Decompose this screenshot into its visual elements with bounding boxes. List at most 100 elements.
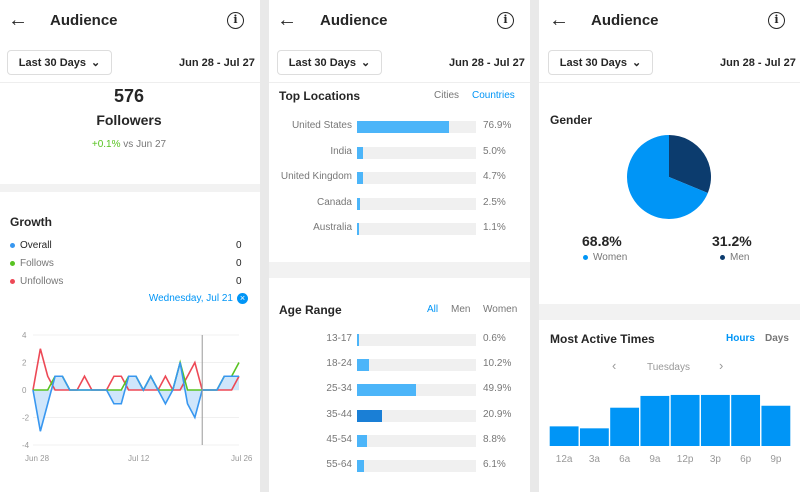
divider: [0, 82, 260, 83]
row-pct: 5.0%: [483, 145, 506, 157]
bar-fill: [357, 409, 382, 422]
bar-9a: [640, 395, 670, 446]
chevron-down-icon: ⌄: [361, 57, 371, 69]
women-label: Women: [593, 252, 628, 263]
date-range: Jun 28 - Jul 27: [720, 57, 796, 69]
x-tick-label: 9a: [649, 454, 661, 465]
tab-cities[interactable]: Cities: [434, 90, 460, 101]
row-label: United Kingdom: [280, 171, 352, 182]
row-pct: 76.9%: [483, 120, 512, 131]
legend-unfollows: Unfollows: [10, 276, 63, 287]
x-tick-label: 6a: [619, 454, 631, 465]
selected-date[interactable]: Wednesday, Jul 21 ×: [149, 293, 248, 304]
row-label: 55-64: [326, 459, 352, 470]
page-title: Audience: [320, 12, 388, 29]
bar-track: [357, 409, 476, 422]
x-tick-label: Jul 26: [231, 454, 253, 463]
screen-gender-active: ← Audience i Last 30 Days ⌄ Jun 28 - Jul …: [539, 0, 800, 492]
date-range-dropdown[interactable]: Last 30 Days ⌄: [7, 50, 112, 75]
overall-area: [33, 362, 239, 432]
row-pct: 8.8%: [483, 433, 506, 445]
women-dot: [583, 255, 588, 260]
x-tick-label: 9p: [770, 454, 782, 465]
series-line-overall: [32, 362, 239, 432]
date-range-dropdown[interactable]: Last 30 Days ⌄: [277, 50, 382, 75]
legend-label: Unfollows: [20, 276, 64, 287]
followers-label: Followers: [96, 112, 162, 128]
bar-fill: [357, 434, 368, 447]
y-tick-label: 0: [22, 386, 27, 395]
legend-value: 0: [236, 276, 242, 287]
tab-countries[interactable]: Countries: [472, 90, 515, 101]
bar-fill: [357, 359, 370, 372]
date-range-dropdown[interactable]: Last 30 Days ⌄: [548, 50, 653, 75]
row-pct: 2.5%: [483, 196, 506, 208]
bar-track: [357, 121, 476, 133]
active-times-chart: 12a 3a 6a 9a 12p 3p 6p 9p: [549, 394, 791, 465]
row-pct: 10.2%: [483, 358, 512, 370]
section-separator: [539, 304, 800, 320]
legend-follows: Follows: [10, 258, 54, 269]
clear-icon[interactable]: ×: [237, 293, 248, 304]
tab-all[interactable]: All: [427, 304, 439, 315]
tab-women[interactable]: Women: [483, 304, 518, 315]
divider: [269, 82, 530, 83]
most-active-title: Most Active Times: [550, 332, 655, 346]
dropdown-label: Last 30 Days: [18, 56, 87, 69]
info-icon[interactable]: i: [497, 12, 514, 29]
followers-change: +0.1% vs Jun 27: [0, 139, 258, 150]
x-tick-label: 12p: [677, 454, 694, 465]
info-icon[interactable]: i: [227, 12, 244, 29]
bar-track: [357, 434, 476, 447]
tab-men[interactable]: Men: [451, 304, 471, 315]
dropdown-label: Last 30 Days: [288, 56, 357, 69]
next-day-chevron-icon[interactable]: ›: [719, 358, 724, 373]
row-label: 45-54: [326, 433, 352, 445]
section-separator: [269, 262, 530, 278]
bar-track: [357, 334, 476, 346]
x-tick-label: 3a: [589, 454, 601, 465]
back-arrow-icon[interactable]: ←: [277, 9, 297, 31]
x-tick-label: 3p: [710, 454, 722, 465]
divider: [539, 82, 800, 83]
screen-locations-age: ← Audience i Last 30 Days ⌄ Jun 28 - Jul …: [269, 0, 530, 492]
men-label: Men: [730, 252, 750, 263]
gender-pie-chart: [627, 135, 711, 219]
men-dot: [720, 255, 725, 260]
selected-date-label: Wednesday, Jul 21: [148, 293, 233, 304]
followers-count: 576: [113, 86, 145, 106]
x-tick-label: Jul 12: [128, 454, 150, 463]
prev-day-chevron-icon[interactable]: ‹: [612, 358, 617, 373]
row-label: India: [330, 145, 352, 157]
back-arrow-icon[interactable]: ←: [549, 9, 569, 31]
legend-label: Overall: [20, 240, 52, 251]
change-suffix: vs Jun 27: [120, 139, 167, 150]
bar-track: [357, 146, 476, 159]
bar-track: [357, 460, 476, 472]
date-range: Jun 28 - Jul 27: [449, 57, 525, 69]
tab-hours[interactable]: Hours: [726, 333, 755, 344]
bar-fill: [357, 197, 360, 210]
info-icon[interactable]: i: [768, 12, 785, 29]
tab-days[interactable]: Days: [765, 333, 789, 344]
y-tick-label: -2: [22, 414, 30, 423]
page-title: Audience: [591, 12, 659, 29]
bar-track: [357, 359, 476, 372]
pie-slice-men: [669, 135, 711, 193]
growth-chart[interactable]: 4 2 0 -2 -4 Jun 28 Jul 12 Jul 26: [0, 325, 258, 465]
row-pct: 49.9%: [483, 383, 512, 395]
row-pct: 4.7%: [483, 171, 506, 182]
bar-6a: [610, 407, 640, 446]
age-range-title: Age Range: [279, 303, 342, 317]
row-label: 35-44: [326, 408, 352, 420]
bar-fill: [357, 223, 359, 235]
y-tick-label: -4: [22, 441, 30, 450]
bar-fill: [357, 384, 417, 397]
men-pct: 31.2%: [712, 233, 752, 249]
x-tick-label: 12a: [556, 454, 573, 465]
bar-3p: [700, 394, 730, 446]
back-arrow-icon[interactable]: ←: [8, 9, 28, 31]
gender-title: Gender: [550, 113, 593, 127]
y-tick-label: 2: [22, 359, 27, 368]
men-legend: Men: [720, 252, 749, 263]
